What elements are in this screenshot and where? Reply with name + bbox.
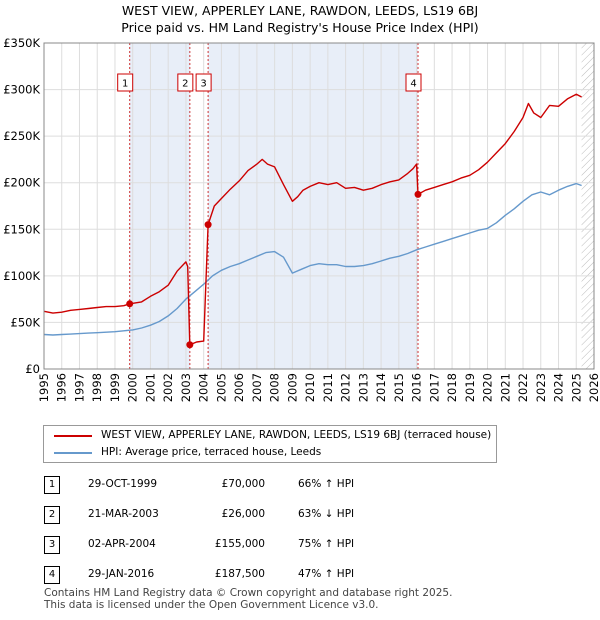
sale-badge-box <box>195 73 212 92</box>
transaction-price: £70,000 <box>221 478 265 490</box>
x-tick-label: 2007 <box>250 373 264 402</box>
x-tick-label: 2015 <box>392 373 406 402</box>
transaction-badge: 2 <box>44 506 60 524</box>
x-tick-label: 2004 <box>197 373 211 402</box>
plot-frame <box>43 42 595 370</box>
sale-badge-label: 2 <box>182 79 188 90</box>
x-tick-label: 1995 <box>37 373 51 402</box>
x-tick-label: 1998 <box>90 373 104 402</box>
footer-copyright: Contains HM Land Registry data © Crown c… <box>44 587 453 599</box>
x-tick-label: 2023 <box>534 373 548 402</box>
x-tick-label: 2013 <box>356 373 370 402</box>
x-tick-label: 2024 <box>552 373 566 402</box>
x-tick-label: 2010 <box>303 373 317 402</box>
legend-swatch-hpi <box>54 452 92 454</box>
sale-period-shade <box>208 43 418 369</box>
property-price-line <box>43 93 582 346</box>
transaction-hpi: 63% ↓ HPI <box>298 508 355 520</box>
legend-label-hpi: HPI: Average price, terraced house, Leed… <box>101 446 322 458</box>
sale-badge-box <box>117 73 134 92</box>
x-tick-label: 2000 <box>126 373 140 402</box>
y-tick-label: £350K <box>3 36 40 50</box>
transaction-row: 1 29-OCT-1999 £70,000 66% ↑ HPI <box>0 476 600 496</box>
x-tick-label: 2001 <box>143 373 157 402</box>
sale-badge-box <box>177 73 194 92</box>
transaction-hpi: 47% ↑ HPI <box>298 568 355 580</box>
transaction-badge: 3 <box>44 536 60 554</box>
sale-badge-box <box>405 73 422 92</box>
transaction-row: 4 29-JAN-2016 £187,500 47% ↑ HPI <box>0 566 600 586</box>
x-tick-label: 2021 <box>498 373 512 402</box>
x-tick-label: 2026 <box>587 373 600 402</box>
x-tick-label: 2020 <box>481 373 495 402</box>
transaction-price: £26,000 <box>221 508 265 520</box>
x-tick-label: 2025 <box>569 373 583 402</box>
transaction-hpi: 75% ↑ HPI <box>298 538 355 550</box>
y-tick-label: £50K <box>11 315 41 329</box>
footer-licence: This data is licensed under the Open Gov… <box>44 598 379 611</box>
hpi-line <box>43 182 582 336</box>
transaction-row: 2 21-MAR-2003 £26,000 63% ↓ HPI <box>0 506 600 526</box>
sale-point-marker <box>186 341 194 349</box>
y-tick-label: £200K <box>3 176 40 190</box>
chart-title-line1: WEST VIEW, APPERLEY LANE, RAWDON, LEEDS,… <box>121 3 479 18</box>
x-tick-label: 2014 <box>374 373 388 402</box>
x-tick-label: 1996 <box>55 373 69 402</box>
x-tick-label: 2011 <box>321 373 335 402</box>
transaction-badge: 4 <box>44 566 60 584</box>
x-tick-label: 1997 <box>72 373 86 402</box>
y-tick-label: £100K <box>3 269 40 283</box>
sale-point-marker <box>414 190 422 198</box>
sale-point-marker <box>204 221 212 229</box>
legend: WEST VIEW, APPERLEY LANE, RAWDON, LEEDS,… <box>43 425 497 463</box>
legend-label-property: WEST VIEW, APPERLEY LANE, RAWDON, LEEDS,… <box>101 429 492 441</box>
transaction-date: 02-APR-2004 <box>88 538 156 550</box>
y-tick-label: £0 <box>25 362 40 376</box>
x-tick-label: 2018 <box>445 373 459 402</box>
x-tick-label: 2017 <box>427 373 441 402</box>
x-tick-label: 2016 <box>410 373 424 402</box>
y-tick-label: £250K <box>3 129 40 143</box>
x-tick-label: 2003 <box>179 373 193 402</box>
chart-title-line2: Price paid vs. HM Land Registry's House … <box>121 20 479 35</box>
forecast-hatch <box>581 43 594 369</box>
transaction-price: £187,500 <box>214 568 265 580</box>
x-tick-label: 2005 <box>214 373 228 402</box>
transaction-price: £155,000 <box>214 538 265 550</box>
transaction-badge: 1 <box>44 476 60 494</box>
legend-swatch-property <box>54 435 92 437</box>
transaction-date: 29-JAN-2016 <box>88 568 155 580</box>
transaction-row: 3 02-APR-2004 £155,000 75% ↑ HPI <box>0 536 600 556</box>
x-tick-label: 2022 <box>516 373 530 402</box>
footer: Contains HM Land Registry data © Crown c… <box>44 587 453 611</box>
x-tick-label: 2012 <box>339 373 353 402</box>
transaction-hpi: 66% ↑ HPI <box>298 478 355 490</box>
x-tick-label: 2002 <box>161 373 175 402</box>
sale-badge-label: 3 <box>200 79 206 90</box>
y-tick-label: £150K <box>3 222 40 236</box>
transaction-date: 21-MAR-2003 <box>88 508 159 520</box>
transaction-date: 29-OCT-1999 <box>88 478 157 490</box>
sale-point-marker <box>126 300 134 308</box>
sale-badge-label: 1 <box>122 79 128 90</box>
price-chart: 1 2 3 4 £0 £50K £100K £150K £200K £250K £300K £350K… <box>3 36 600 402</box>
y-tick-label: £300K <box>3 83 40 97</box>
x-tick-label: 2006 <box>232 373 246 402</box>
x-tick-label: 2008 <box>268 373 282 402</box>
x-tick-label: 2019 <box>463 373 477 402</box>
sale-badge-label: 4 <box>410 79 416 90</box>
sale-period-shade <box>129 43 190 369</box>
x-tick-label: 1999 <box>108 373 122 402</box>
x-tick-label: 2009 <box>285 373 299 402</box>
